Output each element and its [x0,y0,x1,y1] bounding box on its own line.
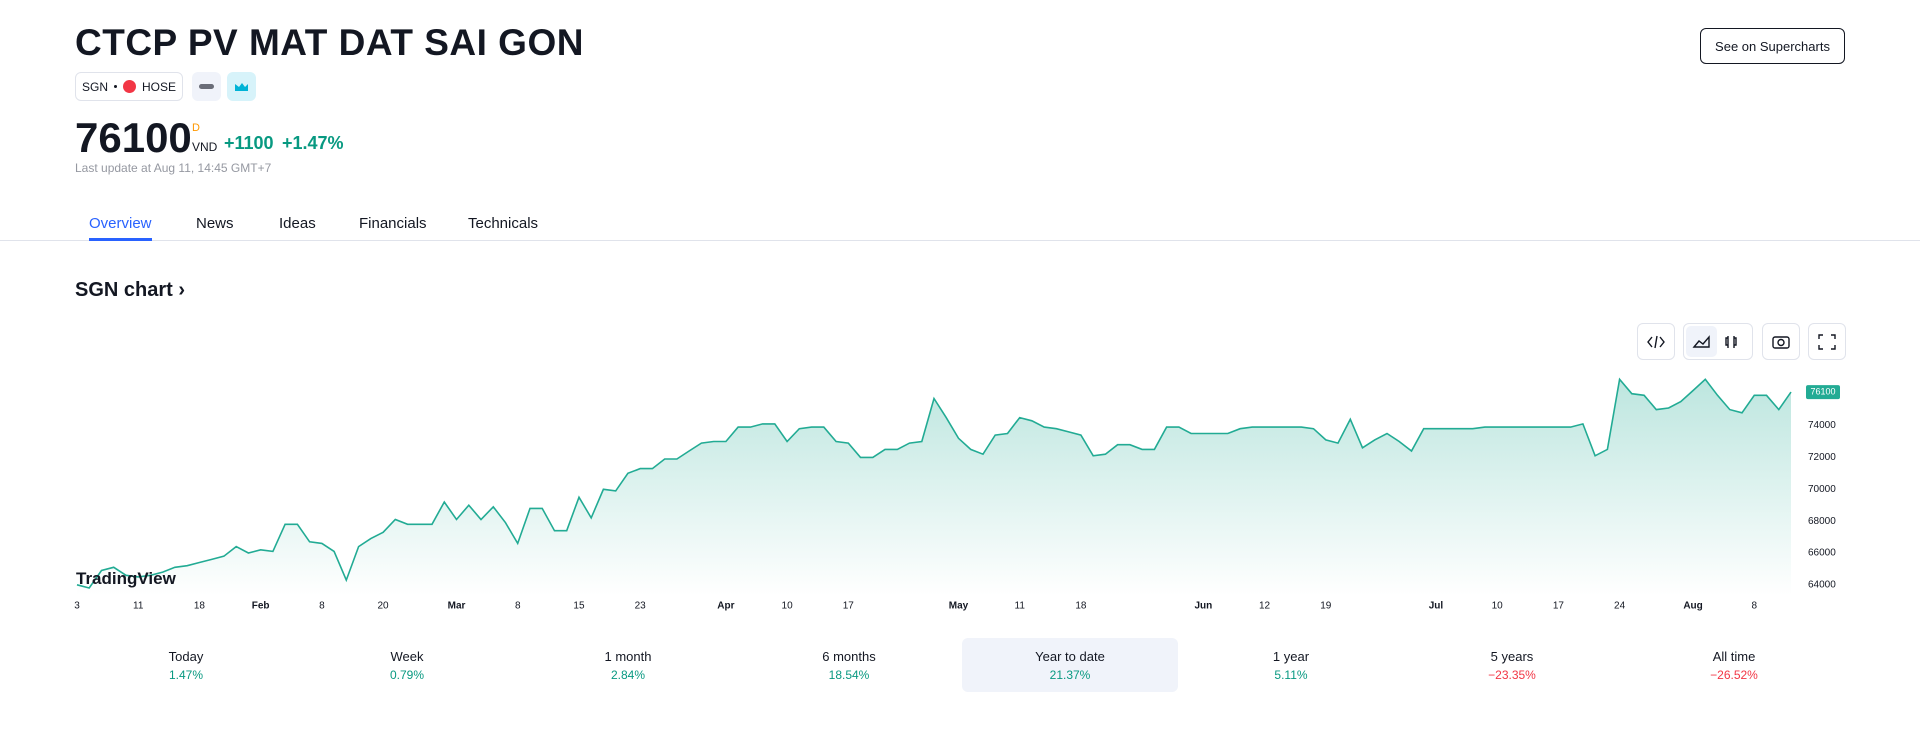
section-title-text: SGN chart [75,279,173,301]
x-tick-label: 11 [1015,601,1026,612]
icon-button[interactable] [227,72,256,101]
x-tick-label: 8 [515,601,521,612]
x-tick-label: 24 [1614,601,1626,612]
period-item[interactable]: Year to date 21.37% [962,638,1178,692]
period-label: Week [390,649,424,664]
section-title[interactable]: SGN chart › [75,279,186,301]
x-tick-label: Mar [448,601,466,612]
period-change: 21.37% [1049,668,1091,682]
x-tick-label: Jul [1429,601,1444,612]
period-change: 2.84% [610,668,646,682]
period-change: 1.47% [168,668,204,682]
y-tick-label: 72000 [1808,452,1836,463]
x-tick-label: 23 [635,601,647,612]
x-tick-label: 11 [133,601,144,612]
period-item[interactable]: Week 0.79% [299,638,515,692]
period-label: 5 years [1490,649,1534,664]
period-item[interactable]: Today 1.47% [78,638,294,692]
x-tick-label: Aug [1683,601,1702,612]
x-tick-label: 17 [1553,601,1565,612]
period-label: Today [168,649,204,664]
period-item[interactable]: 1 year 5.11% [1183,638,1399,692]
icon [1647,335,1665,349]
period-item[interactable]: 5 years −23.35% [1404,638,1620,692]
tab[interactable]: Overview [89,215,152,241]
period-change: −26.52% [1710,668,1758,682]
x-tick-label: 18 [194,601,206,612]
snapshot-button[interactable] [1762,323,1800,360]
period-item[interactable]: 1 month 2.84% [520,638,736,692]
x-tick-label: 18 [1075,601,1087,612]
price-line [76,377,1792,589]
currency: VND [192,140,218,154]
supercharts-button[interactable]: See on Supercharts [1700,28,1845,64]
fullscreen-button[interactable] [1808,323,1846,360]
tab[interactable]: Financials [359,215,427,232]
period-label: 1 month [604,649,652,664]
x-tick-label: 8 [319,601,325,612]
y-tick-label: 66000 [1808,548,1836,559]
period-label: Year to date [1035,649,1105,664]
x-tick-label: Feb [252,601,270,612]
embed-button[interactable] [1637,323,1675,360]
period-change: 18.54% [828,668,870,682]
y-tick-label: 68000 [1808,516,1836,527]
x-tick-label: Jun [1194,601,1212,612]
y-tick-label: 74000 [1808,420,1836,431]
separator [114,85,117,88]
tab[interactable]: News [196,215,234,232]
change-percent: +1.47% [282,133,344,153]
chart-type-toggle[interactable] [1683,323,1753,360]
area-fill [77,379,1791,596]
price: 76100 [75,114,192,161]
icon [1772,336,1790,349]
period-change: −23.35% [1488,668,1536,682]
period-change: 0.79% [389,668,425,682]
period-label: 1 year [1272,649,1310,664]
x-tick-label: 19 [1320,601,1332,612]
x-tick-label: Apr [717,601,734,612]
last-price-label: 76100 [1810,386,1835,396]
x-tick-label: 3 [74,601,80,612]
tab[interactable]: Technicals [468,215,539,232]
tab[interactable]: Ideas [279,215,316,232]
period-item[interactable]: 6 months 18.54% [741,638,957,692]
period-change: 5.11% [1274,668,1308,682]
x-tick-label: May [949,601,969,612]
title: CTCP PV MAT DAT SAI GON [75,22,584,63]
x-tick-label: 10 [1492,601,1504,612]
icon [1818,334,1836,350]
divider [0,240,1920,241]
icon [1686,326,1737,357]
period-label: All time [1712,649,1756,664]
logo: TradingView [76,569,176,588]
exchange: HOSE [142,79,177,94]
change: +1100 [224,133,274,153]
crown-icon [235,83,248,91]
last-update: Last update at Aug 11, 14:45 GMT+7 [75,161,272,175]
last-price-tag [1806,385,1840,400]
x-tick-label: 8 [1751,601,1757,612]
period-item[interactable]: All time −26.52% [1626,638,1842,692]
flag [123,80,136,93]
symbol: SGN [81,79,108,94]
icon-button[interactable] [192,72,221,101]
x-tick-label: 15 [573,601,585,612]
x-tick-label: 17 [843,601,855,612]
period-label: 6 months [822,649,876,664]
y-tick-label: 70000 [1808,484,1836,495]
x-tick-label: 20 [378,601,390,612]
price-marker: D [192,122,200,134]
symbol-badge[interactable]: SGN HOSE [75,72,183,101]
x-tick-label: 12 [1259,601,1271,612]
x-tick-label: 10 [782,601,794,612]
y-tick-label: 64000 [1808,579,1836,590]
